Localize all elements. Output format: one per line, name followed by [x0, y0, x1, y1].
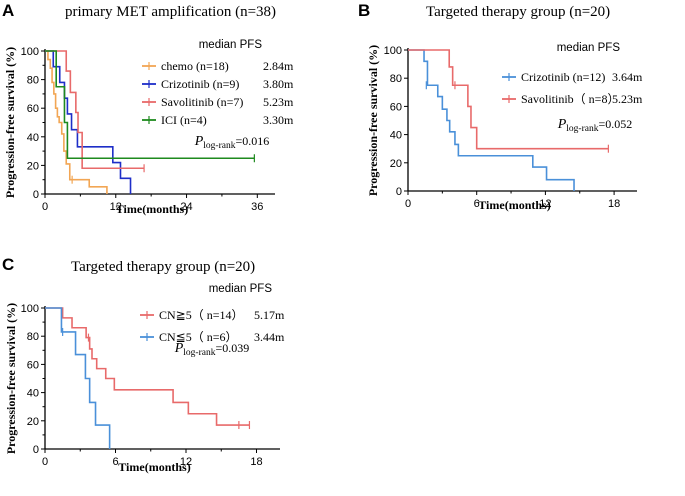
legend-label: CN≧5（ n=14）: [159, 308, 244, 322]
y-tick-label: 40: [27, 132, 39, 144]
x-tick-label: 0: [42, 201, 48, 213]
y-tick-label: 80: [27, 331, 39, 343]
y-tick-label: 60: [390, 101, 402, 113]
km-curve-1: [45, 307, 250, 426]
legend-median: 3.80m: [263, 77, 294, 91]
legend-median: 5.23m: [612, 92, 643, 106]
y-tick-label: 20: [390, 158, 402, 170]
y-tick-label: 80: [390, 73, 402, 85]
panel-letter: A: [2, 1, 14, 20]
legend-label: Savolitinib (n=7): [161, 95, 243, 109]
x-tick-label: 36: [251, 201, 263, 213]
p-value: Plog-rank=0.016: [194, 134, 270, 151]
legend-label: CN≦5（ n=6）: [159, 330, 238, 344]
x-tick-label: 12: [539, 198, 551, 210]
legend-median: 3.30m: [263, 113, 294, 127]
km-curve-2: [45, 307, 111, 449]
legend-label: chemo (n=18): [161, 59, 229, 73]
x-axis-label: Time(months): [478, 198, 550, 212]
y-tick-label: 40: [27, 388, 39, 400]
x-tick-label: 0: [405, 198, 411, 210]
legend-header: median PFS: [199, 39, 263, 51]
km-curve-2: [45, 50, 132, 194]
km-curve-1: [45, 50, 108, 194]
legend-median: 3.44m: [254, 330, 285, 344]
x-tick-label: 12: [110, 201, 122, 213]
panel-letter: C: [2, 255, 14, 274]
y-tick-label: 0: [33, 444, 39, 456]
legend-label: Crizotinib (n=9): [161, 77, 239, 91]
y-tick-label: 60: [27, 359, 39, 371]
legend-median: 5.23m: [263, 95, 294, 109]
y-tick-label: 60: [27, 103, 39, 115]
y-tick-label: 0: [396, 186, 402, 198]
x-tick-label: 6: [474, 198, 480, 210]
y-tick-label: 40: [390, 130, 402, 142]
p-value: Plog-rank=0.052: [557, 117, 633, 134]
y-tick-label: 100: [21, 46, 39, 58]
x-tick-label: 18: [608, 198, 620, 210]
y-tick-label: 0: [33, 189, 39, 201]
legend-label: ICI (n=4): [161, 113, 207, 127]
p-value: Plog-rank=0.039: [174, 341, 250, 358]
legend-median: 5.17m: [254, 308, 285, 322]
y-axis-label: Progression-free survival (%): [3, 47, 17, 198]
y-axis-label: Progression-free survival (%): [4, 303, 18, 454]
km-curve-3: [45, 50, 145, 170]
x-axis-label: Time(months): [116, 202, 188, 216]
x-tick-label: 6: [112, 456, 118, 468]
y-axis-label: Progression-free survival (%): [366, 45, 380, 196]
y-tick-label: 20: [27, 416, 39, 428]
km-curve-2: [408, 49, 609, 150]
km-curve-4: [45, 50, 255, 160]
panel-B: B Targeted therapy group (n=20)0204060801…: [358, 1, 643, 212]
y-tick-label: 80: [27, 75, 39, 87]
y-tick-label: 100: [21, 303, 39, 315]
km-curve-1: [408, 49, 575, 191]
legend-median: 3.64m: [612, 70, 643, 84]
panel-C: C Targeted therapy group (n=20)0204060801…: [2, 255, 285, 474]
legend-header: median PFS: [557, 42, 621, 54]
chart-title: primary MET amplification (n=38): [65, 4, 276, 20]
x-tick-label: 12: [180, 456, 192, 468]
x-tick-label: 0: [42, 456, 48, 468]
legend-median: 2.84m: [263, 59, 294, 73]
panel-letter: B: [358, 1, 370, 20]
x-tick-label: 18: [250, 456, 262, 468]
legend-label: Savolitinib（ n=8）: [521, 92, 619, 106]
y-tick-label: 100: [384, 45, 402, 57]
legend-label: Crizotinib (n=12): [521, 70, 605, 84]
legend-header: median PFS: [209, 283, 273, 295]
chart-title: Targeted therapy group (n=20): [426, 4, 610, 20]
y-tick-label: 20: [27, 160, 39, 172]
x-tick-label: 24: [180, 201, 192, 213]
x-axis-label: Time(months): [118, 460, 190, 474]
chart-title: Targeted therapy group (n=20): [71, 259, 255, 275]
